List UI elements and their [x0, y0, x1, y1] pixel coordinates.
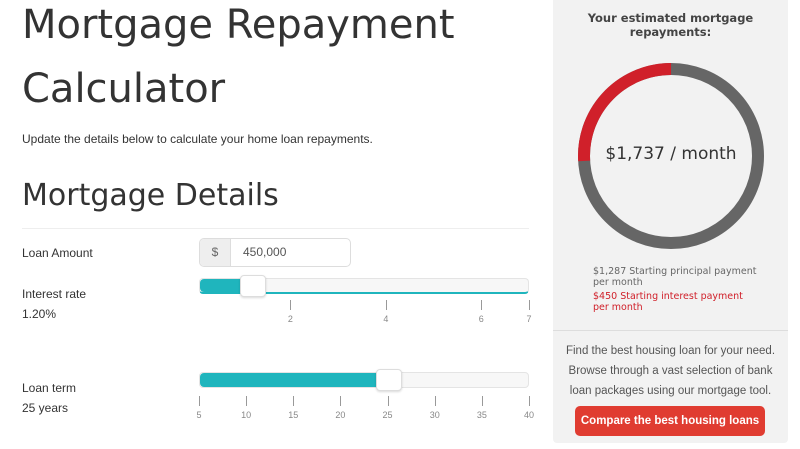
interest-text: $450 Starting interest payment per month [593, 291, 743, 313]
loan-amount-label: Loan Amount [22, 246, 93, 260]
repayment-donut-chart [578, 62, 764, 249]
loan-term-slider[interactable] [199, 369, 529, 391]
page-title-line1: Mortgage Repayment [22, 2, 455, 48]
loan-amount-input[interactable]: $ 450,000 [199, 238, 351, 267]
interest-rate-scale: 2 4 6 7 [199, 300, 532, 330]
scale-label: 20 [335, 410, 346, 420]
interest-rate-thumb[interactable] [240, 275, 267, 297]
scale-label: 25 [382, 410, 393, 420]
scale-tick [481, 396, 483, 406]
monthly-repayment: $1,737 / month [605, 144, 737, 164]
scale-label: 2 [287, 314, 293, 324]
scale-label: 35 [476, 410, 487, 420]
scale-label: 30 [429, 410, 440, 420]
scale-label: 10 [241, 410, 252, 420]
scale-tick [293, 396, 295, 406]
interest-rate-slider[interactable] [199, 275, 529, 297]
panel-divider [553, 330, 788, 331]
loan-amount-value[interactable]: 450,000 [243, 245, 287, 259]
scale-tick [290, 300, 292, 310]
scale-tick [199, 396, 200, 406]
scale-tick [246, 396, 248, 406]
loan-term-fill [200, 373, 376, 387]
scale-tick [387, 396, 389, 406]
compare-loans-button[interactable]: Compare the best housing loans [575, 406, 765, 436]
scale-tick [385, 300, 387, 310]
scale-label: 40 [523, 410, 535, 420]
interest-rate-value: 1.20% [22, 307, 57, 321]
divider [22, 228, 529, 229]
loan-term-thumb[interactable] [375, 369, 402, 391]
loan-term-value: 25 years [22, 401, 69, 415]
promo-text: Find the best housing loan for your need… [565, 345, 776, 397]
scale-label: 7 [526, 314, 532, 324]
scale-tick [481, 300, 483, 310]
results-panel: Your estimated mortgage repayments: $1,7… [553, 0, 788, 443]
scale-label: 4 [383, 314, 389, 324]
scale-tick [340, 396, 342, 406]
scale-label: 15 [288, 410, 299, 420]
currency-prefix: $ [200, 239, 231, 266]
scale-tick [529, 396, 530, 406]
scale-label: 5 [196, 410, 202, 420]
interest-rate-label: Interest rate [22, 287, 87, 301]
loan-term-label: Loan term [22, 381, 77, 395]
page-subtitle: Update the details below to calculate yo… [22, 132, 373, 146]
interest-arc [578, 62, 764, 249]
scale-tick [434, 396, 436, 406]
scale-label: 6 [478, 314, 484, 324]
loan-term-scale: 5 10 15 20 25 30 35 40 [196, 396, 534, 426]
page-title-line2: Calculator [22, 66, 226, 112]
interest-rate-fill [200, 279, 241, 292]
results-heading: Your estimated mortgage repayments: [587, 11, 754, 39]
section-title: Mortgage Details [22, 178, 279, 213]
scale-tick [529, 300, 530, 310]
principal-text: $1,287 Starting principal payment per mo… [593, 266, 757, 288]
